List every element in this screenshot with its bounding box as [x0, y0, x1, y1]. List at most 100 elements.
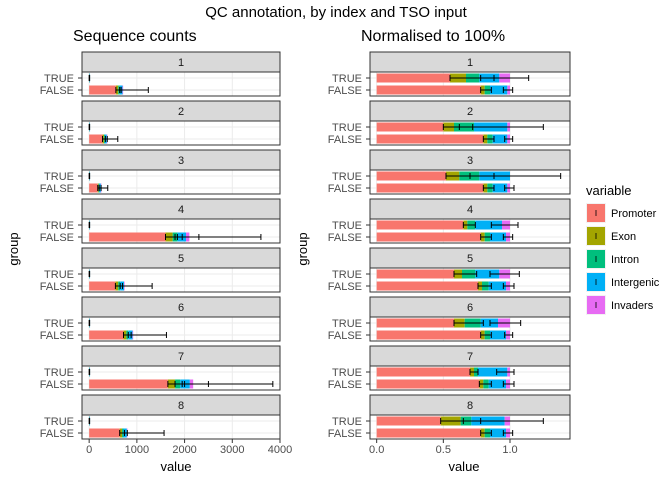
bar-segment-intergenic: [492, 134, 508, 144]
bar-segment-promoter: [376, 171, 446, 181]
bar-segment-promoter: [89, 379, 168, 389]
group-tick-label: FALSE: [328, 85, 362, 97]
group-tick-label: FALSE: [40, 232, 74, 244]
x-tick-label: 1.0: [502, 444, 517, 456]
facet-strip-label: 1: [178, 57, 184, 69]
group-tick-label: TRUE: [332, 318, 362, 330]
bar-segment-promoter: [376, 318, 454, 328]
group-tick-label: FALSE: [328, 379, 362, 391]
legend-title: variable: [586, 183, 632, 198]
facet-strip-label: 7: [467, 351, 473, 363]
legend-label-promoter: Promoter: [611, 208, 657, 220]
facet-panel-border: [81, 267, 281, 293]
group-tick-label: TRUE: [44, 73, 74, 85]
x-tick-label: 0.5: [436, 444, 451, 456]
bar-segment-promoter: [89, 232, 166, 242]
facet-panel-border: [81, 414, 281, 440]
facet-panel-border: [81, 365, 281, 391]
group-tick-label: FALSE: [328, 134, 362, 146]
facet-strip-label: 4: [178, 204, 184, 216]
group-tick-label: FALSE: [40, 428, 74, 440]
facet-panel-border: [369, 218, 571, 244]
left-panel-title: Sequence counts: [73, 28, 197, 45]
group-tick-label: TRUE: [332, 416, 362, 428]
left-x-axis-label: value: [160, 459, 191, 474]
bar-segment-promoter: [376, 183, 484, 193]
legend-label-invaders: Invaders: [611, 300, 654, 312]
facet-panel-border: [369, 169, 571, 195]
facet-strip-label: 5: [467, 253, 473, 265]
group-tick-label: TRUE: [332, 367, 362, 379]
facet-panel-border: [369, 316, 571, 342]
group-tick-label: TRUE: [44, 367, 74, 379]
legend: variable Promoter Exon Intron Intergenic Inv…: [586, 183, 660, 315]
facet-strip-label: 2: [178, 106, 184, 118]
facet-panel-bg: [82, 170, 280, 194]
facet-panel-border: [369, 71, 571, 97]
bar-segment-promoter: [376, 416, 441, 426]
legend-label-intergenic: Intergenic: [611, 277, 660, 289]
group-tick-label: FALSE: [40, 85, 74, 97]
facet-panel-border: [369, 120, 571, 146]
bar-segment-promoter: [376, 85, 481, 95]
x-tick-label: 1000: [125, 444, 149, 456]
group-tick-label: TRUE: [332, 73, 362, 85]
group-tick-label: TRUE: [332, 269, 362, 281]
group-tick-label: FALSE: [328, 232, 362, 244]
facet-strip-label: 2: [467, 106, 473, 118]
bar-segment-promoter: [89, 428, 120, 438]
bar-segment-intergenic: [475, 220, 502, 230]
facet-panel-border: [81, 169, 281, 195]
facet-panel-border: [81, 71, 281, 97]
group-tick-label: TRUE: [44, 220, 74, 232]
bar-segment-promoter: [376, 428, 481, 438]
facet-panel-border: [369, 267, 571, 293]
facet-panel-border: [369, 414, 571, 440]
facet-strip-label: 7: [178, 351, 184, 363]
x-tick-label: 4000: [268, 444, 292, 456]
bar-segment-intergenic: [478, 367, 508, 377]
x-tick-label: 0: [86, 444, 92, 456]
group-tick-label: FALSE: [328, 428, 362, 440]
bar-segment-promoter: [376, 281, 478, 291]
bar-segment-intergenic: [488, 379, 506, 389]
left-y-axis-label: group: [6, 232, 21, 265]
bar-segment-intergenic: [480, 318, 498, 328]
bar-segment-promoter: [376, 367, 470, 377]
bar-segment-promoter: [89, 281, 116, 291]
bar-segment-promoter: [89, 183, 98, 193]
bar-segment-intergenic: [490, 232, 506, 242]
bar-segment-intergenic: [490, 330, 506, 340]
facet-strip-label: 1: [467, 57, 473, 69]
plot-area: 1TRUEFALSE2TRUEFALSE3TRUEFALSE4TRUEFALSE…: [40, 51, 571, 456]
facet-strip-label: 5: [178, 253, 184, 265]
bar-segment-promoter: [376, 330, 481, 340]
facet-panel-border: [81, 316, 281, 342]
group-tick-label: FALSE: [40, 281, 74, 293]
chart-title: QC annotation, by index and TSO input: [205, 4, 467, 21]
right-x-axis-label: value: [448, 459, 479, 474]
group-tick-label: TRUE: [332, 122, 362, 134]
facet-strip-label: 8: [467, 400, 473, 412]
bar-segment-intergenic: [475, 269, 500, 279]
group-tick-label: FALSE: [40, 330, 74, 342]
facet-panel-border: [369, 365, 571, 391]
bar-segment-promoter: [376, 134, 484, 144]
facet-strip-label: 8: [178, 400, 184, 412]
group-tick-label: TRUE: [44, 122, 74, 134]
group-tick-label: TRUE: [332, 171, 362, 183]
facet-panel-border: [81, 120, 281, 146]
x-tick-label: 0.0: [369, 444, 384, 456]
bar-segment-promoter: [376, 122, 444, 132]
facet-panel-bg: [82, 121, 280, 145]
group-tick-label: TRUE: [44, 318, 74, 330]
legend-label-exon: Exon: [611, 231, 636, 243]
facet-strip-label: 3: [178, 155, 184, 167]
group-tick-label: TRUE: [44, 269, 74, 281]
group-tick-label: TRUE: [44, 171, 74, 183]
bar-segment-promoter: [376, 379, 480, 389]
bar-segment-promoter: [376, 269, 454, 279]
bar-segment-intergenic: [492, 183, 508, 193]
facet-strip-label: 6: [467, 302, 473, 314]
bar-segment-intergenic: [490, 428, 506, 438]
